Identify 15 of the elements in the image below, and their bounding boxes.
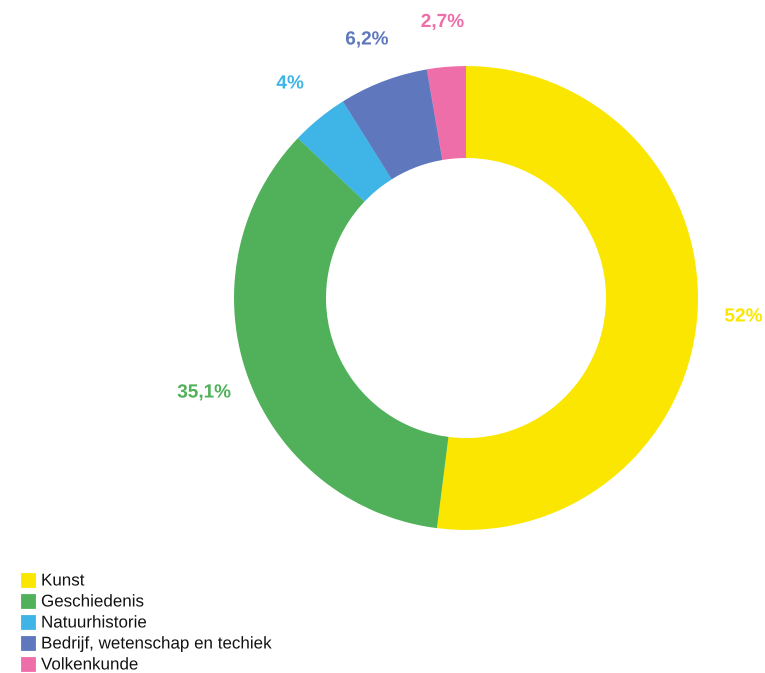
legend-label: Kunst [41,570,85,590]
data-label: 35,1% [177,381,232,402]
legend-label: Geschiedenis [41,592,144,610]
legend-label: Natuurhistorie [41,612,147,632]
donut-slice [426,66,466,160]
donut-slice [234,138,448,528]
data-label: 2,7% [420,11,464,32]
donut-slice [436,66,698,530]
data-label: 52% [724,305,763,326]
data-label: 4% [276,72,304,94]
legend-label: Bedrijf, wetenschap en techiek [41,634,272,652]
donut-slice [342,69,442,180]
legend-label: Volkenkunde [41,654,138,673]
data-label: 6,2% [345,28,389,50]
donut-slice [298,101,392,202]
